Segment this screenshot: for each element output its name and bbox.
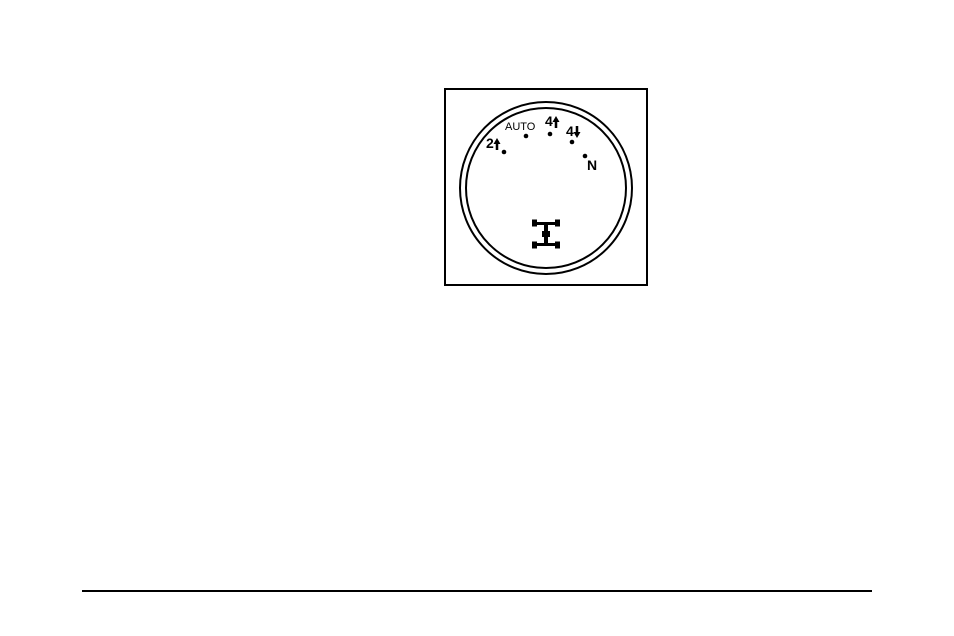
dial-label-neutral: N bbox=[587, 157, 597, 173]
dial-label-four_lo: 4 bbox=[566, 123, 574, 139]
page-divider bbox=[82, 590, 872, 592]
dial-dot-four_hi[interactable] bbox=[548, 132, 553, 137]
dial-dot-two_hi[interactable] bbox=[502, 150, 507, 155]
dial-label-four_hi: 4 bbox=[545, 113, 553, 129]
dial-label-two_hi: 2 bbox=[486, 135, 494, 151]
dial-dot-auto[interactable] bbox=[524, 134, 529, 139]
dial-label-auto: AUTO bbox=[505, 121, 536, 133]
page: 2 AUTO 44 N bbox=[0, 0, 954, 636]
transfer-case-dial[interactable]: 2 AUTO 44 N bbox=[449, 98, 643, 278]
dial-dot-four_lo[interactable] bbox=[570, 140, 575, 145]
